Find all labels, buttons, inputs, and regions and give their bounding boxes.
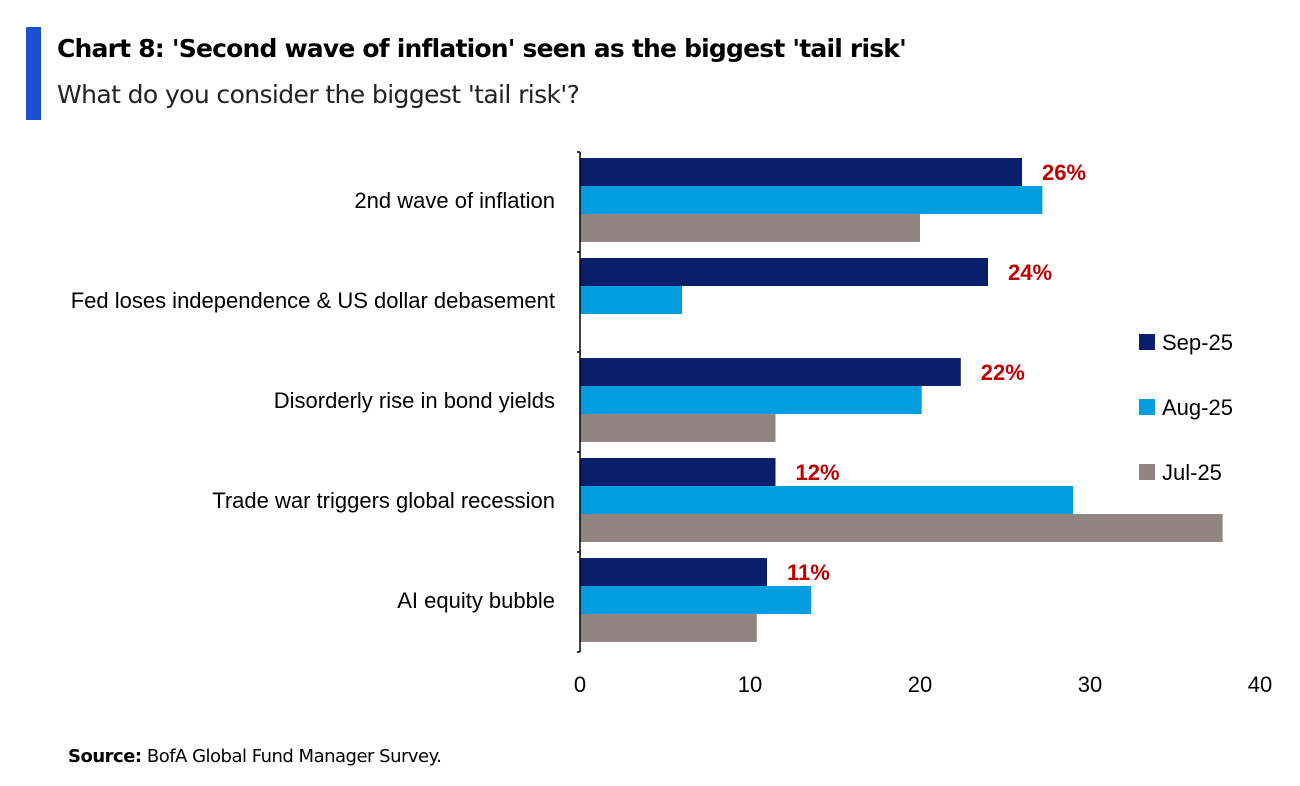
bar-jul-25-3 xyxy=(580,514,1223,542)
data-label: 22% xyxy=(981,360,1025,385)
category-label: Fed loses independence & US dollar debas… xyxy=(71,288,555,313)
bar-aug-25-0 xyxy=(580,186,1043,214)
category-label: Disorderly rise in bond yields xyxy=(274,388,555,413)
x-tick-label: 20 xyxy=(908,672,932,697)
x-tick-label: 0 xyxy=(574,672,586,697)
bar-sep-25-2 xyxy=(580,358,961,386)
x-tick-label: 10 xyxy=(738,672,762,697)
title-accent-bar xyxy=(26,27,41,120)
chart-title: Chart 8: 'Second wave of inflation' seen… xyxy=(57,34,907,63)
source-note: Source: BofA Global Fund Manager Survey. xyxy=(68,746,442,767)
bar-aug-25-1 xyxy=(580,286,682,314)
legend-swatch-aug-25 xyxy=(1139,399,1155,415)
x-tick-label: 30 xyxy=(1078,672,1102,697)
bar-aug-25-4 xyxy=(580,586,812,614)
bar-aug-25-2 xyxy=(580,386,922,414)
x-tick-label: 40 xyxy=(1248,672,1272,697)
bar-sep-25-4 xyxy=(580,558,767,586)
category-label: AI equity bubble xyxy=(397,588,555,613)
source-text: BofA Global Fund Manager Survey. xyxy=(146,746,442,767)
legend-swatch-sep-25 xyxy=(1139,334,1155,350)
data-label: 11% xyxy=(787,560,830,585)
data-label: 12% xyxy=(796,460,840,485)
category-label: Trade war triggers global recession xyxy=(212,488,555,513)
legend-label: Aug-25 xyxy=(1162,395,1233,420)
source-label: Source: xyxy=(68,746,142,767)
category-label: 2nd wave of inflation xyxy=(354,188,555,213)
bar-sep-25-0 xyxy=(580,158,1022,186)
data-label: 24% xyxy=(1008,260,1052,285)
legend-swatch-jul-25 xyxy=(1139,464,1155,480)
data-label: 26% xyxy=(1042,160,1086,185)
bar-sep-25-1 xyxy=(580,258,988,286)
bar-jul-25-4 xyxy=(580,614,757,642)
bar-jul-25-0 xyxy=(580,214,920,242)
bar-sep-25-3 xyxy=(580,458,776,486)
bar-aug-25-3 xyxy=(580,486,1073,514)
chart-subtitle: What do you consider the biggest 'tail r… xyxy=(57,80,580,109)
legend-label: Sep-25 xyxy=(1162,330,1233,355)
bar-jul-25-2 xyxy=(580,414,776,442)
legend-label: Jul-25 xyxy=(1162,460,1222,485)
